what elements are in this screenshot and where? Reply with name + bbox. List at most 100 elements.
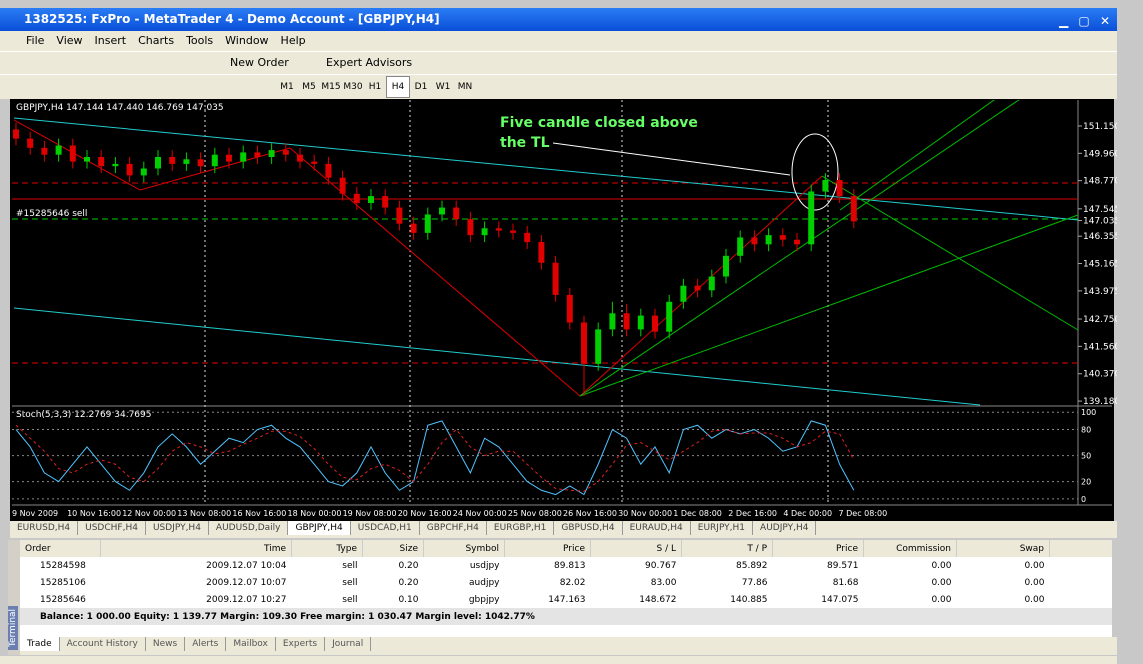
balance-profit: 139.77 (1050, 608, 1113, 625)
candle-body (637, 315, 644, 330)
candle-body (41, 147, 48, 155)
candle-body (723, 255, 729, 277)
terminal-tab[interactable]: Trade (20, 637, 60, 651)
candle-body (69, 145, 76, 162)
terminal-tab[interactable]: Alerts (185, 637, 227, 651)
candle-body (794, 239, 800, 245)
candle-body (183, 159, 190, 164)
symbol-tab[interactable]: GBPJPY,H4 (288, 521, 351, 535)
symbol-tab[interactable]: EURAUD,H4 (623, 521, 691, 535)
column-header[interactable]: Profit (1049, 540, 1112, 557)
cell: sell (342, 594, 358, 605)
y-tick-label: 139.180 (1083, 397, 1117, 407)
menu-item[interactable]: Insert (94, 34, 127, 47)
period-button[interactable]: W1 (435, 82, 451, 92)
menu-item[interactable]: View (56, 34, 83, 47)
symbol-tab[interactable]: AUDUSD,Daily (209, 521, 289, 535)
terminal-tab[interactable]: Experts (276, 637, 326, 651)
x-tick-label: 18 Nov 00:00 (288, 509, 342, 518)
column-header[interactable]: T / P (681, 540, 773, 557)
candle-body (779, 235, 786, 240)
terminal-tab[interactable]: News (146, 637, 186, 651)
candle-body (439, 207, 445, 215)
x-tick-label: 30 Nov 00:00 (618, 509, 672, 518)
period-button[interactable]: M15 (321, 82, 341, 92)
cell: 54.04 (1050, 557, 1113, 574)
candle-body (808, 191, 815, 245)
column-header[interactable]: Price (772, 540, 864, 557)
candle-body (822, 179, 829, 192)
menu-item[interactable]: Help (280, 34, 306, 47)
highlight-circle (791, 133, 839, 211)
cell: 15285646 (40, 594, 86, 605)
period-button[interactable]: D1 (414, 82, 428, 92)
candle-body (581, 322, 587, 364)
terminal-tab[interactable]: Journal (325, 637, 372, 651)
column-header[interactable]: Swap (956, 540, 1050, 557)
symbol-tab[interactable]: USDJPY,H4 (146, 521, 209, 535)
column-header[interactable]: Price (504, 540, 591, 557)
candle-body (155, 157, 161, 169)
symbol-tab[interactable]: GBPUSD,H4 (554, 521, 623, 535)
expert-advisors-button[interactable]: Expert Advisors (326, 56, 413, 69)
symbol-tab[interactable]: USDCHF,H4 (78, 521, 146, 535)
candle-body (84, 157, 90, 162)
menu-item[interactable]: Tools (186, 34, 214, 47)
candle-body (268, 150, 275, 158)
period-button[interactable]: M5 (302, 82, 316, 92)
period-button[interactable]: M1 (280, 82, 294, 92)
cell: 75.91 (1050, 574, 1113, 591)
candle-body (169, 157, 176, 164)
cell: 2009.12.07 10:04 (206, 560, 287, 571)
stoch-header: Stoch(5,3,3) 12.2769 34.7695 (16, 410, 151, 420)
menu-item[interactable]: File (26, 34, 45, 47)
order-row[interactable]: 15285106 2009.12.07 10:07 sell 0.20 audjpy 82… (20, 574, 1112, 591)
column-header[interactable]: Size (362, 540, 424, 557)
status-bar (0, 656, 1117, 664)
terminal-tabs: Trade Account History News Alerts Mailbox Exp… (20, 637, 1117, 655)
period-button[interactable]: MN (457, 82, 473, 92)
column-header[interactable]: Order (20, 540, 101, 557)
window-buttons[interactable]: ▁ ▢ ✕ (1059, 14, 1113, 28)
period-button[interactable]: H1 (368, 82, 382, 92)
period-button[interactable]: H4 (386, 76, 410, 98)
x-tick-label: 10 Nov 16:00 (67, 509, 121, 518)
terminal-tab[interactable]: Mailbox (226, 637, 276, 651)
symbol-tab[interactable]: EURJPY,H1 (691, 521, 754, 535)
candle-body (652, 315, 658, 332)
cell: 0.20 (398, 577, 419, 588)
candle-body (765, 235, 772, 245)
terminal-tab[interactable]: Account History (60, 637, 146, 651)
symbol-tab[interactable]: EURGBP,H1 (487, 521, 555, 535)
cell: 148.672 (639, 594, 677, 605)
candle-body (623, 313, 630, 330)
candle-body (836, 179, 843, 197)
cell: 85.892 (736, 560, 768, 571)
symbol-tabs: EURUSD,H4 USDCHF,H4 USDJPY,H4 AUDUSD,Daily G… (10, 521, 1117, 538)
cell: 0.20 (398, 560, 419, 571)
symbol-tab[interactable]: AUDJPY,H4 (753, 521, 817, 535)
column-header[interactable]: Symbol (423, 540, 505, 557)
menu-item[interactable]: Window (225, 34, 269, 47)
order-row[interactable]: 15284598 2009.12.07 10:04 sell 0.20 usdjpy 89… (20, 557, 1112, 574)
symbol-tab[interactable]: USDCAD,H1 (351, 521, 420, 535)
cell: 0.00 (931, 577, 952, 588)
period-button[interactable]: M30 (343, 82, 363, 92)
cell: 0.00 (1024, 560, 1045, 571)
candle-body (140, 168, 147, 176)
column-header[interactable]: Commission (863, 540, 957, 557)
column-header[interactable]: Time (100, 540, 292, 557)
cell: 77.86 (741, 577, 768, 588)
y-tick-label: 147.035 (1083, 217, 1117, 227)
candle-body (240, 152, 247, 162)
order-row[interactable]: 15285646 2009.12.07 10:27 sell 0.10 gbpjpy 14… (20, 591, 1112, 608)
column-header[interactable]: S / L (590, 540, 682, 557)
column-header[interactable]: Type (291, 540, 363, 557)
y-tick-label: 151.150 (1083, 122, 1117, 132)
new-order-button[interactable]: New Order (230, 56, 289, 69)
menu-item[interactable]: Charts (138, 34, 175, 47)
x-tick-label: 20 Nov 16:00 (398, 509, 452, 518)
symbol-tab[interactable]: EURUSD,H4 (10, 521, 79, 535)
symbol-tab[interactable]: GBPCHF,H4 (420, 521, 487, 535)
